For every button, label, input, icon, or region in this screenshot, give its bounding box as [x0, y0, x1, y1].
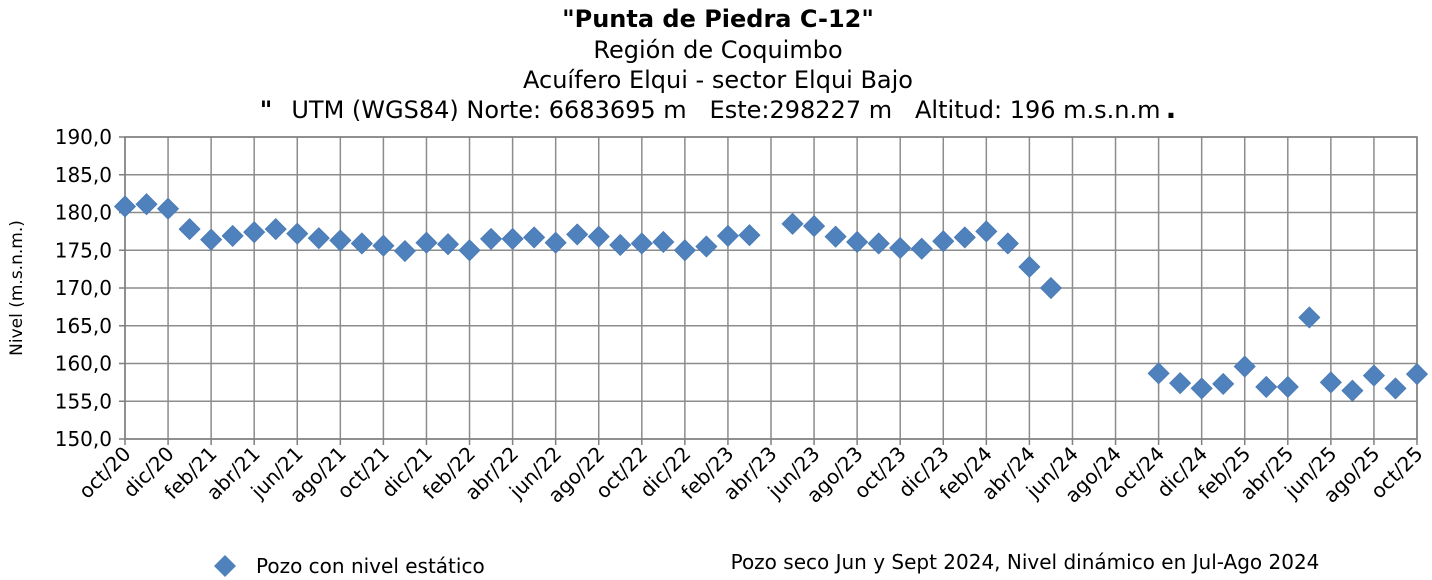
data-point: [673, 239, 696, 262]
y-tick-label: 185,0: [55, 163, 112, 187]
data-point: [695, 235, 718, 258]
data-point: [436, 233, 460, 256]
data-point: [1341, 379, 1364, 402]
y-tick-label: 150,0: [55, 427, 112, 451]
data-point: [867, 232, 890, 255]
y-axis-ticks: 150,0 155,0 160,0 165,0 170,0 175,0 180,0 185,0…: [55, 125, 125, 451]
legend-marker: [214, 555, 236, 577]
data-point: [286, 222, 309, 245]
y-tick-label: 190,0: [55, 125, 112, 149]
data-point: [652, 230, 675, 254]
data-point: [1169, 372, 1192, 395]
x-axis-ticks: oct/20dic/20feb/21abr/21jun/21ago/21oct/…: [74, 439, 1428, 508]
data-point: [243, 221, 266, 244]
utm-quote: ": [260, 96, 273, 124]
data-point: [501, 227, 524, 250]
y-axis-label: Nivel (m.s.n.m.): [7, 220, 27, 356]
data-point: [1384, 377, 1407, 400]
data-point: [221, 224, 244, 247]
data-point: [630, 232, 653, 255]
data-points: [113, 193, 1429, 402]
data-point: [716, 224, 739, 247]
chart-subtitle-utm: " UTM (WGS84) Norte: 6683695 m Este:2982…: [260, 92, 1177, 125]
chart-subtitle-region: Región de Coquimbo: [593, 36, 842, 64]
data-point: [458, 239, 481, 262]
data-point: [1233, 355, 1256, 378]
data-point: [1319, 371, 1342, 394]
data-point: [587, 225, 610, 248]
data-point: [1276, 375, 1299, 398]
data-point: [1018, 255, 1041, 278]
data-point: [178, 218, 201, 241]
data-point: [415, 231, 438, 254]
data-point: [1255, 375, 1278, 398]
data-point: [803, 215, 826, 238]
data-point: [307, 227, 330, 250]
data-point: [1405, 363, 1429, 386]
data-point: [738, 224, 761, 247]
data-point: [609, 233, 632, 257]
chart-subtitle-aquifer: Acuífero Elqui - sector Elqui Bajo: [523, 66, 913, 94]
data-point: [329, 229, 352, 252]
data-point: [135, 193, 158, 216]
data-point: [1362, 364, 1385, 387]
data-point: [200, 228, 223, 251]
data-point: [824, 225, 847, 248]
legend-label: Pozo con nivel estático: [256, 554, 485, 578]
data-point: [372, 234, 395, 257]
y-tick-label: 160,0: [55, 352, 112, 376]
data-point: [953, 226, 976, 249]
y-tick-label: 175,0: [55, 238, 112, 262]
data-point: [113, 195, 137, 218]
data-point: [566, 223, 589, 246]
data-point: [264, 218, 287, 241]
data-point: [544, 231, 567, 254]
chart-title: "Punta de Piedra C-12": [562, 5, 874, 33]
utm-text: UTM (WGS84) Norte: 6683695 m Este:298227…: [291, 96, 1160, 124]
data-point: [393, 239, 416, 263]
data-point: [932, 230, 955, 253]
data-point: [975, 220, 998, 243]
data-point: [1298, 306, 1321, 329]
y-tick-label: 165,0: [55, 314, 112, 338]
data-point: [846, 230, 869, 254]
y-tick-label: 155,0: [55, 389, 112, 413]
data-point: [350, 232, 373, 255]
data-point: [889, 236, 912, 260]
data-point: [910, 237, 933, 260]
y-tick-label: 170,0: [55, 276, 112, 300]
data-point: [1190, 377, 1213, 400]
data-point: [1212, 372, 1235, 395]
chart-annotation: Pozo seco Jun y Sept 2024, Nivel dinámic…: [731, 550, 1320, 574]
utm-dot: .: [1166, 92, 1177, 125]
data-point: [996, 232, 1019, 255]
data-point: [781, 212, 804, 235]
data-point: [157, 197, 180, 220]
data-point: [1147, 362, 1170, 385]
data-point: [1039, 276, 1062, 300]
data-point: [480, 227, 503, 250]
data-point: [523, 226, 546, 249]
y-tick-label: 180,0: [55, 201, 112, 225]
